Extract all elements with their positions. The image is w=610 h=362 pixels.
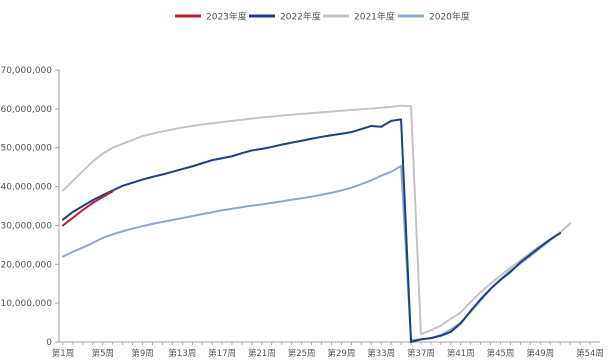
legend-label: 2021年度 <box>354 11 395 23</box>
y-tick-label: 40,000,000 <box>0 183 52 193</box>
x-tick-label: 第41周 <box>447 348 475 359</box>
x-tick-label: 第21周 <box>248 348 276 359</box>
series-line-2020年度 <box>62 164 572 342</box>
x-tick-label: 第1周 <box>52 348 74 359</box>
x-tick-label: 第37周 <box>407 348 435 359</box>
legend: 2023年度 2022年度 2021年度 2020年度 <box>175 11 470 23</box>
x-tick-label: 第29周 <box>328 348 356 359</box>
y-tick-label: 10,000,000 <box>0 299 52 309</box>
series-line-2021年度 <box>62 104 572 336</box>
y-tick-label: 60,000,000 <box>0 105 52 115</box>
x-tick-label: 第54周 <box>576 348 604 359</box>
x-tick-label: 第17周 <box>208 348 236 359</box>
y-tick-label: 0 <box>46 338 52 348</box>
x-tick-label: 第13周 <box>168 348 196 359</box>
legend-item: 2021年度 <box>323 11 395 23</box>
x-tick-label: 第25周 <box>288 348 316 359</box>
y-tick-label: 50,000,000 <box>0 144 52 154</box>
x-tick-label: 第5周 <box>92 348 114 359</box>
y-tick-label: 70,000,000 <box>0 66 52 76</box>
x-tick-label: 第33周 <box>367 348 395 359</box>
x-axis: 第1周 第5周 第9周 第13周 第17周 第21周 第25周 第29周 第33周 第37周 第41… <box>52 341 604 359</box>
legend-label: 2020年度 <box>429 11 470 23</box>
legend-label: 2022年度 <box>280 11 321 23</box>
x-tick-label: 第9周 <box>131 348 153 359</box>
legend-label: 2023年度 <box>206 11 247 23</box>
y-axis: 0 10,000,000 20,000,000 30,000,000 40,000,00… <box>0 66 60 348</box>
x-tick-label: 第45周 <box>487 348 515 359</box>
y-tick-label: 20,000,000 <box>0 260 52 270</box>
legend-item: 2023年度 <box>175 11 247 23</box>
series-layer <box>62 104 572 343</box>
series-line-2023年度 <box>62 190 114 227</box>
legend-item: 2020年度 <box>398 11 470 23</box>
series-line-2022年度 <box>62 118 562 343</box>
y-tick-label: 30,000,000 <box>0 221 52 231</box>
x-tick-label: 第49周 <box>526 348 554 359</box>
legend-item: 2022年度 <box>249 11 321 23</box>
